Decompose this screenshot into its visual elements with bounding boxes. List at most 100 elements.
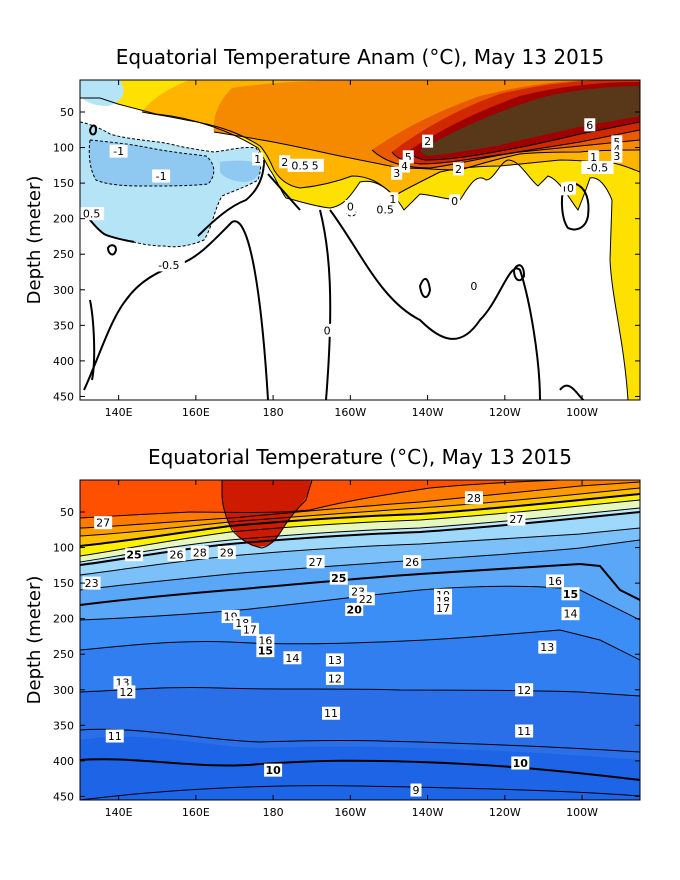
x-tick-label: 160E bbox=[182, 406, 210, 419]
contour-label: 28 bbox=[467, 492, 481, 505]
contour-label-background bbox=[94, 516, 113, 530]
chart-title: Equatorial Temperature Anam (°C), May 13… bbox=[116, 45, 605, 69]
anomaly-band-6 bbox=[420, 86, 640, 156]
y-tick-label: 50 bbox=[60, 106, 74, 119]
y-tick-label: 200 bbox=[53, 213, 74, 226]
y-tick-label: 350 bbox=[53, 319, 74, 332]
contour-label: 0.5 bbox=[376, 203, 394, 216]
y-tick-label: 150 bbox=[53, 177, 74, 190]
contour-label-background bbox=[402, 150, 414, 164]
y-tick-label: 300 bbox=[53, 684, 74, 697]
contour-label: 5 bbox=[613, 136, 620, 149]
contour-label-background bbox=[264, 763, 283, 777]
contour-label-background bbox=[372, 202, 398, 216]
y-axis-label: Depth (meter) bbox=[24, 176, 45, 305]
x-tick-label: 180 bbox=[263, 406, 284, 419]
x-tick-label: 140E bbox=[105, 406, 133, 419]
y-tick-label: 150 bbox=[53, 577, 74, 590]
contour-label: 12 bbox=[328, 672, 342, 685]
contour-label-background bbox=[217, 546, 236, 560]
contour-label-background bbox=[561, 587, 580, 601]
contour-label: 0 bbox=[324, 324, 331, 337]
contour-label: 0 bbox=[347, 201, 354, 214]
contour-label: 27 bbox=[309, 556, 323, 569]
contour-label: 17 bbox=[436, 602, 450, 615]
contour-label: -1 bbox=[113, 145, 124, 158]
contour-label-background bbox=[283, 651, 302, 665]
anomaly-band-neg1 bbox=[89, 140, 261, 186]
contour-label: 1 bbox=[254, 153, 261, 166]
contour-label: 0 bbox=[470, 280, 477, 293]
contour-label-background bbox=[105, 729, 124, 743]
y-tick-label: 450 bbox=[53, 790, 74, 803]
contour-label: 25 bbox=[126, 549, 141, 562]
contour-label: 10 bbox=[265, 764, 281, 777]
contour-label: 26 bbox=[405, 556, 419, 569]
contour-label: 28 bbox=[193, 547, 207, 560]
anomaly-contour-labels: -1-1-0.50.5-0.5120.5002543210.5065431-0.… bbox=[79, 118, 623, 337]
contour-label-background bbox=[329, 571, 348, 585]
contour-label: 4 bbox=[401, 160, 408, 173]
contour-label: 10 bbox=[513, 757, 529, 770]
contour-label-background bbox=[391, 166, 403, 180]
anomaly-field bbox=[80, 80, 640, 400]
contour-label-background bbox=[79, 207, 105, 221]
contour-label-background bbox=[538, 640, 557, 654]
y-tick-label: 200 bbox=[53, 613, 74, 626]
temperature-field bbox=[80, 480, 640, 800]
contour-label: 12 bbox=[517, 684, 531, 697]
contour-label: 11 bbox=[108, 730, 122, 743]
contour-label-background bbox=[398, 159, 410, 173]
contour-label: 15 bbox=[563, 588, 578, 601]
contour-label-background bbox=[190, 546, 209, 560]
y-tick-label: 100 bbox=[53, 142, 74, 155]
contour-label-background bbox=[287, 158, 313, 172]
contour-label: 15 bbox=[258, 645, 273, 658]
contour-label: 17 bbox=[243, 623, 257, 636]
contour-label-background bbox=[468, 279, 480, 293]
x-tick-label: 100W bbox=[566, 806, 598, 819]
contour-label: 1 bbox=[389, 193, 396, 206]
x-tick-label: 160W bbox=[334, 406, 366, 419]
contour-label: 3 bbox=[613, 150, 620, 163]
contour-label-background bbox=[82, 576, 101, 590]
y-tick-label: 50 bbox=[60, 506, 74, 519]
contour-label: 0.5 bbox=[83, 208, 101, 221]
y-tick-label: 300 bbox=[53, 284, 74, 297]
contour-label: 2 bbox=[424, 135, 431, 148]
contour-label: 12 bbox=[119, 686, 133, 699]
x-tick-label: 180 bbox=[263, 806, 284, 819]
contour-label-background bbox=[279, 155, 291, 169]
contour-label-background bbox=[511, 756, 530, 770]
chart-title: Equatorial Temperature (°C), May 13 2015 bbox=[148, 445, 572, 469]
contour-label-background bbox=[152, 169, 171, 183]
contour-label: 23 bbox=[85, 577, 99, 590]
temperature-plot-frame bbox=[79, 479, 641, 801]
contour-label-background bbox=[561, 607, 580, 621]
y-tick-label: 100 bbox=[53, 542, 74, 555]
contour-label-background bbox=[152, 258, 185, 272]
contour-label: 29 bbox=[220, 547, 234, 560]
contour-label: 11 bbox=[517, 725, 531, 738]
x-tick-label: 140E bbox=[105, 806, 133, 819]
x-tick-label: 160E bbox=[182, 806, 210, 819]
y-tick-label: 350 bbox=[53, 719, 74, 732]
contour-label-background bbox=[167, 548, 186, 562]
contour-label-background bbox=[581, 160, 614, 174]
contour-label-background bbox=[322, 706, 341, 720]
contour-label-background bbox=[588, 150, 600, 164]
contour-label: 22 bbox=[359, 593, 373, 606]
contour-label-background bbox=[306, 555, 325, 569]
contour-label-background bbox=[256, 644, 275, 658]
contour-label: -0.5 bbox=[158, 259, 179, 272]
contour-label: 0 bbox=[451, 195, 458, 208]
contour-label-background bbox=[345, 602, 364, 616]
contour-label-background bbox=[410, 783, 422, 797]
contour-label-background bbox=[240, 622, 259, 636]
contour-label-background bbox=[449, 194, 461, 208]
contour-label: 6 bbox=[586, 119, 593, 132]
contour-label: 13 bbox=[540, 641, 554, 654]
contour-label-background bbox=[387, 192, 399, 206]
contour-label-background bbox=[325, 671, 344, 685]
